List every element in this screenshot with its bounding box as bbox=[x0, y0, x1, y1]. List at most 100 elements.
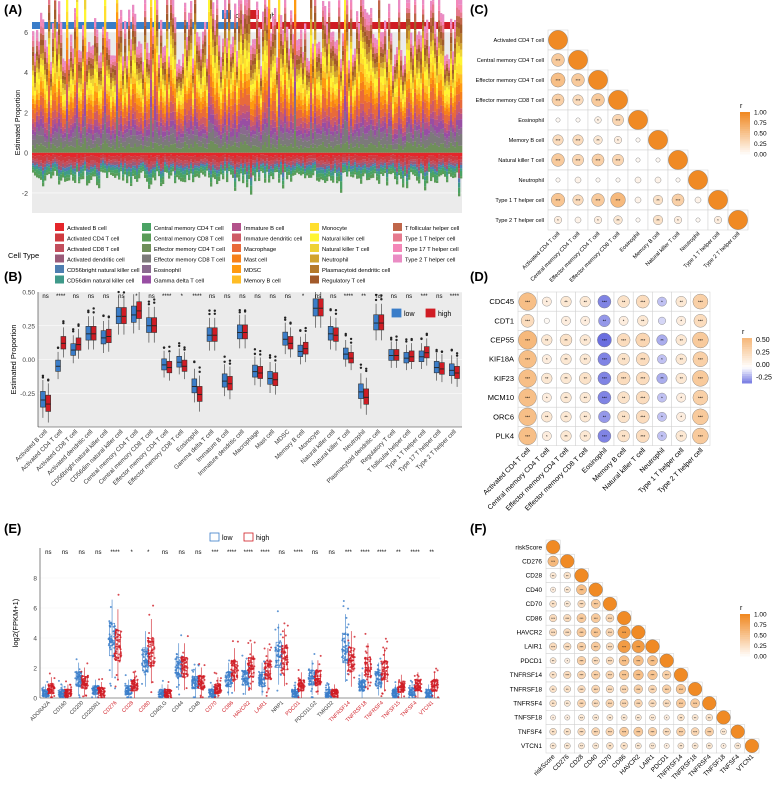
area-segment-macrophage bbox=[140, 112, 143, 118]
area-segment-activated-cd8-t-cell bbox=[82, 160, 85, 163]
area-segment-natural-killer-t-cell bbox=[46, 85, 49, 92]
area-segment-central-memory-cd4-t-cell bbox=[376, 173, 379, 177]
area-segment-mast-cell bbox=[208, 44, 211, 55]
area-segment-mast-cell bbox=[118, 98, 121, 106]
area-segment-macrophage bbox=[364, 100, 367, 113]
area-segment-macrophage bbox=[334, 107, 337, 117]
area-segment-memory-b-cell bbox=[166, 68, 169, 75]
area-segment-neutrophil bbox=[140, 71, 143, 79]
area-segment-activated-dendritic-cell bbox=[240, 162, 243, 165]
area-segment-macrophage bbox=[204, 106, 207, 118]
area-segment-type-1-t-helper-cell bbox=[352, 62, 355, 67]
area-segment-regulatory-t-cell bbox=[198, 55, 201, 63]
area-segment-type-17-t-helper-cell bbox=[308, 64, 311, 70]
area-segment-immature-dendritic-cell bbox=[112, 118, 115, 126]
area-segment-central-memory-cd4-t-cell bbox=[352, 171, 355, 175]
area-segment-macrophage bbox=[36, 104, 39, 112]
area-segment-macrophage bbox=[152, 109, 155, 118]
area-segment-activated-cd8-t-cell bbox=[186, 160, 189, 164]
area-segment-immature-dendritic-cell bbox=[82, 108, 85, 114]
area-segment-gamma-delta-t-cell bbox=[310, 116, 313, 123]
area-segment-activated-cd4-t-cell bbox=[126, 155, 129, 162]
area-segment-effector-memory-cd8-t-cell bbox=[354, 139, 357, 147]
area-segment-neutrophil bbox=[108, 69, 111, 75]
area-segment-plasmacytoid-dendritic-cell bbox=[134, 43, 137, 51]
area-segment-activated-b-cell bbox=[366, 152, 369, 158]
area-segment-monocyte bbox=[312, 94, 315, 99]
area-segment-t-follicular-helper-cell bbox=[152, 43, 155, 50]
area-segment-memory-b-cell bbox=[182, 103, 185, 109]
area-segment-central-memory-cd8-t-cell bbox=[104, 170, 107, 173]
area-segment-cd56dim-natural-killer-cell bbox=[298, 165, 301, 168]
area-segment-plasmacytoid-dendritic-cell bbox=[38, 63, 41, 69]
area-segment-activated-dendritic-cell bbox=[36, 161, 39, 164]
area-segment-effector-memory-cd8-t-cell bbox=[368, 135, 371, 145]
area-segment-type-1-t-helper-cell bbox=[100, 61, 103, 68]
area-segment-activated-dendritic-cell bbox=[146, 163, 149, 168]
area-segment-central-memory-cd8-t-cell bbox=[362, 172, 365, 177]
area-segment-eosinophil bbox=[88, 133, 91, 139]
area-segment-macrophage bbox=[386, 113, 389, 124]
area-segment-memory-b-cell bbox=[338, 66, 341, 75]
area-segment-plasmacytoid-dendritic-cell bbox=[242, 43, 245, 51]
area-segment-type-1-t-helper-cell bbox=[290, 18, 293, 25]
area-segment-macrophage bbox=[184, 101, 187, 109]
area-segment-eosinophil bbox=[332, 135, 335, 142]
area-segment-plasmacytoid-dendritic-cell bbox=[170, 20, 173, 27]
area-segment-cd56bright-natural-killer-cell bbox=[312, 162, 315, 165]
area-segment-macrophage bbox=[368, 101, 371, 109]
area-segment-type-1-t-helper-cell bbox=[88, 51, 91, 58]
area-segment-mdsc bbox=[238, 87, 241, 99]
area-segment-mdsc bbox=[188, 87, 191, 94]
area-segment-activated-cd8-t-cell bbox=[166, 159, 169, 163]
area-segment-activated-cd8-t-cell bbox=[244, 159, 247, 162]
area-segment-immature-dendritic-cell bbox=[144, 104, 147, 113]
area-segment-effector-memory-cd4-t-cell bbox=[106, 143, 109, 153]
area-segment-central-memory-cd4-t-cell bbox=[60, 174, 63, 178]
area-segment-activated-dendritic-cell bbox=[342, 160, 345, 163]
area-segment-central-memory-cd8-t-cell bbox=[32, 169, 35, 173]
area-segment-monocyte bbox=[360, 53, 363, 64]
area-segment-mdsc bbox=[164, 105, 167, 114]
area-segment-t-follicular-helper-cell bbox=[376, 52, 379, 57]
area-segment-activated-dendritic-cell bbox=[114, 161, 117, 166]
area-segment-eosinophil bbox=[350, 126, 353, 134]
area-segment-gamma-delta-t-cell bbox=[324, 122, 327, 132]
area-segment-effector-memory-cd8-t-cell bbox=[248, 133, 251, 147]
area-segment-activated-b-cell bbox=[306, 152, 309, 157]
area-segment-monocyte bbox=[46, 99, 49, 104]
area-segment-immature-dendritic-cell bbox=[374, 118, 377, 126]
area-segment-memory-b-cell bbox=[230, 92, 233, 99]
area-segment-central-memory-cd8-t-cell bbox=[152, 174, 155, 178]
area-segment-central-memory-cd4-t-cell bbox=[186, 169, 189, 173]
area-segment-activated-cd4-t-cell bbox=[270, 156, 273, 161]
area-segment-gamma-delta-t-cell bbox=[346, 113, 349, 122]
area-segment-activated-b-cell bbox=[244, 152, 247, 157]
area-segment-type-17-t-helper-cell bbox=[276, 63, 279, 68]
area-segment-activated-b-cell bbox=[316, 152, 319, 158]
area-segment-t-follicular-helper-cell bbox=[206, 68, 209, 72]
area-segment-activated-b-cell bbox=[242, 152, 245, 158]
area-segment-central-memory-cd4-t-cell bbox=[196, 170, 199, 174]
area-segment-t-follicular-helper-cell bbox=[202, 44, 205, 49]
area-segment-activated-cd4-t-cell bbox=[232, 156, 235, 162]
area-segment-type-2-t-helper-cell bbox=[164, 45, 167, 51]
area-segment-memory-b-cell bbox=[276, 106, 279, 111]
area-segment-immature-b-cell bbox=[64, 128, 67, 133]
area-segment-mdsc bbox=[306, 110, 309, 115]
area-segment-gamma-delta-t-cell bbox=[328, 121, 331, 129]
area-segment-eosinophil bbox=[144, 127, 147, 137]
area-segment-effector-memory-cd4-t-cell bbox=[180, 148, 183, 153]
area-segment-activated-cd8-t-cell bbox=[84, 157, 87, 161]
area-segment-mdsc bbox=[154, 48, 157, 62]
area-segment-activated-b-cell bbox=[44, 152, 47, 156]
area-segment-immature-dendritic-cell bbox=[42, 108, 45, 116]
area-segment-regulatory-t-cell bbox=[266, 29, 269, 34]
area-segment-immature-dendritic-cell bbox=[182, 125, 185, 131]
area-segment-immature-dendritic-cell bbox=[156, 105, 159, 114]
area-segment-natural-killer-cell bbox=[82, 66, 85, 75]
area-segment-type-17-t-helper-cell bbox=[68, 62, 71, 66]
area-segment-memory-b-cell bbox=[158, 101, 161, 106]
area-segment-activated-dendritic-cell bbox=[244, 161, 247, 164]
area-segment-memory-b-cell bbox=[80, 99, 83, 104]
